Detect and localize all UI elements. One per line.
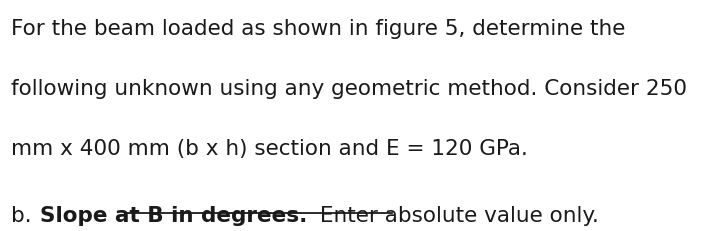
Text: mm x 400 mm (b x h) section and E = 120 GPa.: mm x 400 mm (b x h) section and E = 120 …: [11, 139, 529, 159]
Text: For the beam loaded as shown in figure 5, determine the: For the beam loaded as shown in figure 5…: [11, 19, 626, 39]
Text: following unknown using any geometric method. Consider 250: following unknown using any geometric me…: [11, 79, 688, 99]
Text: Enter absolute value only.: Enter absolute value only.: [313, 206, 599, 226]
Text: Slope at B in degrees.: Slope at B in degrees.: [39, 206, 307, 226]
Text: b.: b.: [11, 206, 39, 226]
